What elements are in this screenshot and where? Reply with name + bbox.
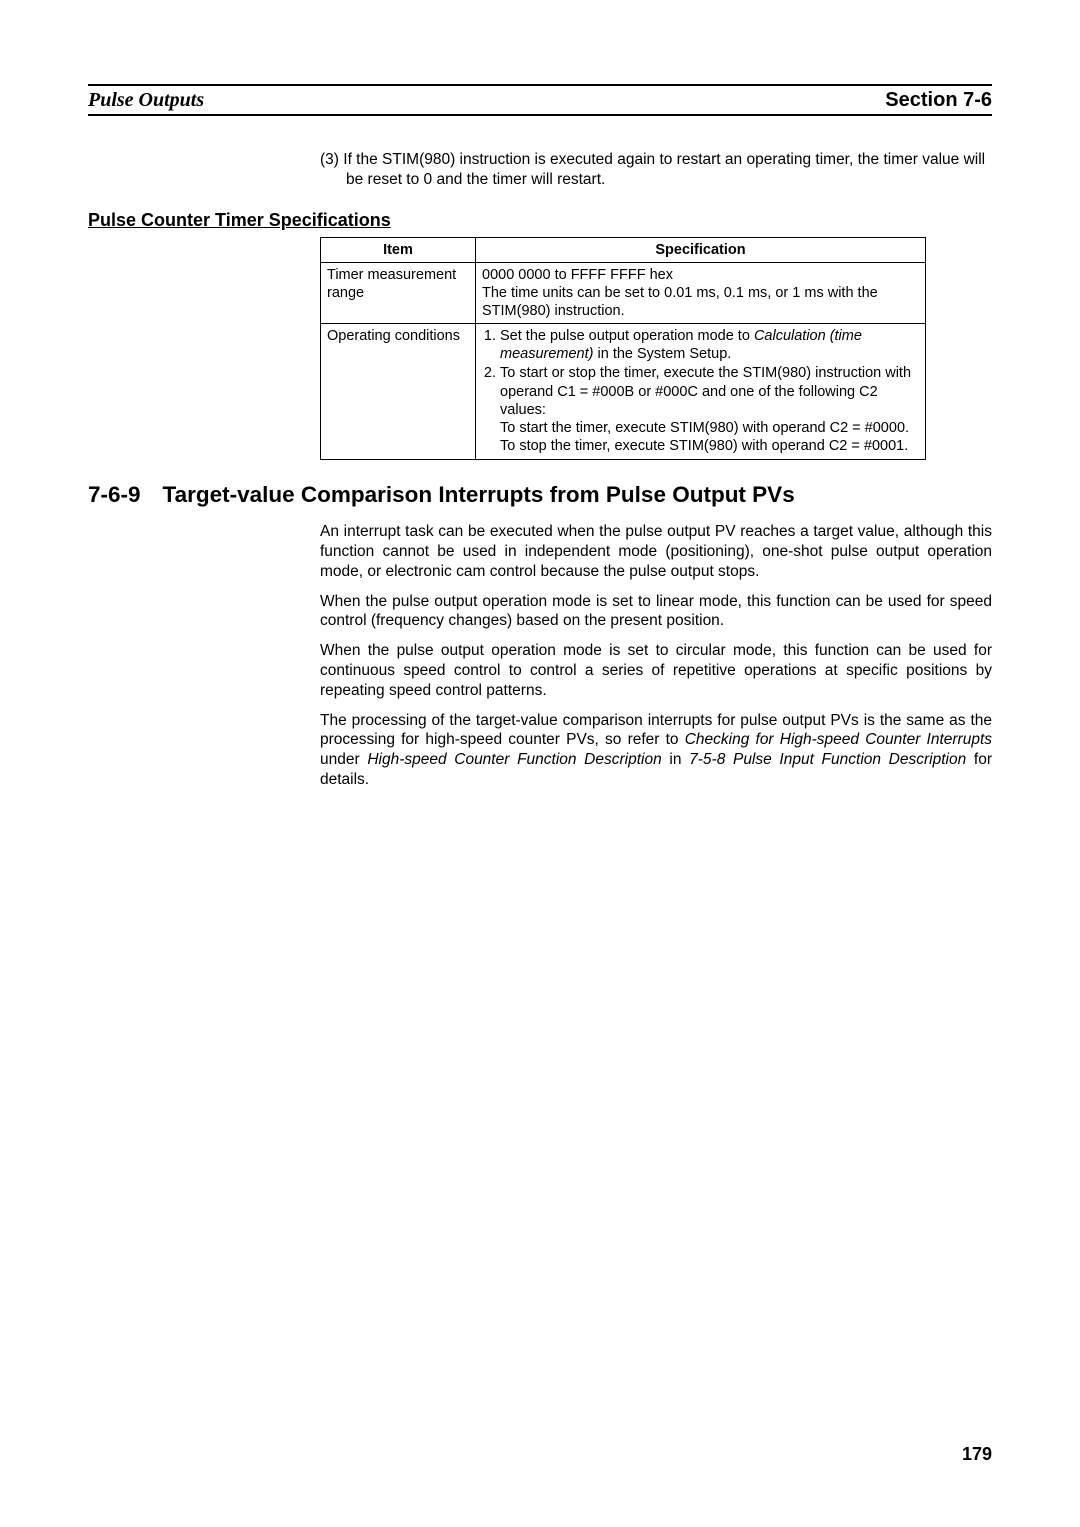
running-head-right: Section 7-6 bbox=[885, 89, 992, 112]
table-row: Timer measurement range 0000 0000 to FFF… bbox=[321, 262, 926, 323]
text-run: in bbox=[662, 751, 689, 768]
section-heading: 7-6-9 Target-value Comparison Interrupts… bbox=[88, 482, 992, 508]
table-cell-spec: Set the pulse output operation mode to C… bbox=[476, 324, 926, 460]
text-run: To start the timer, execute STIM(980) wi… bbox=[500, 419, 919, 437]
section-title: Target-value Comparison Interrupts from … bbox=[163, 482, 795, 508]
text-run-italic: Checking for High-speed Counter Interrup… bbox=[685, 731, 992, 748]
side-heading: Pulse Counter Timer Specifications bbox=[88, 210, 992, 231]
text-run-italic: 7-5-8 Pulse Input Function Description bbox=[689, 751, 966, 768]
text-run: under bbox=[320, 751, 367, 768]
running-head: Pulse Outputs Section 7-6 bbox=[88, 84, 992, 116]
table-header-row: Item Specification bbox=[321, 237, 926, 262]
text-run: To start or stop the timer, execute the … bbox=[500, 365, 911, 417]
intro-note: (3) If the STIM(980) instruction is exec… bbox=[320, 150, 992, 190]
page: Pulse Outputs Section 7-6 (3) If the STI… bbox=[0, 0, 1080, 1527]
col-header-item: Item bbox=[321, 237, 476, 262]
note-marker: (3) bbox=[320, 151, 339, 168]
list-item: To start or stop the timer, execute the … bbox=[500, 364, 919, 455]
text-run: Set the pulse output operation mode to bbox=[500, 328, 754, 344]
running-head-left: Pulse Outputs bbox=[88, 89, 204, 112]
text-run: To stop the timer, execute STIM(980) wit… bbox=[500, 437, 919, 455]
spec-table: Item Specification Timer measurement ran… bbox=[320, 237, 926, 460]
body-paragraph: When the pulse output operation mode is … bbox=[320, 592, 992, 632]
note-text: If the STIM(980) instruction is executed… bbox=[343, 151, 985, 188]
table-row: Operating conditions Set the pulse outpu… bbox=[321, 324, 926, 460]
body-paragraph: When the pulse output operation mode is … bbox=[320, 641, 992, 700]
text-run: in the System Setup. bbox=[593, 346, 731, 362]
table-cell-spec: 0000 0000 to FFFF FFFF hex The time unit… bbox=[476, 262, 926, 323]
text-run-italic: High-speed Counter Function Description bbox=[367, 751, 661, 768]
page-number: 179 bbox=[962, 1444, 992, 1465]
col-header-spec: Specification bbox=[476, 237, 926, 262]
body-paragraph: The processing of the target-value compa… bbox=[320, 711, 992, 790]
table-cell-item: Timer measurement range bbox=[321, 262, 476, 323]
table-cell-item: Operating conditions bbox=[321, 324, 476, 460]
body-paragraph: An interrupt task can be executed when t… bbox=[320, 522, 992, 581]
section-number: 7-6-9 bbox=[88, 482, 141, 508]
list-item: Set the pulse output operation mode to C… bbox=[500, 327, 919, 363]
operating-conditions-list: Set the pulse output operation mode to C… bbox=[482, 327, 919, 455]
